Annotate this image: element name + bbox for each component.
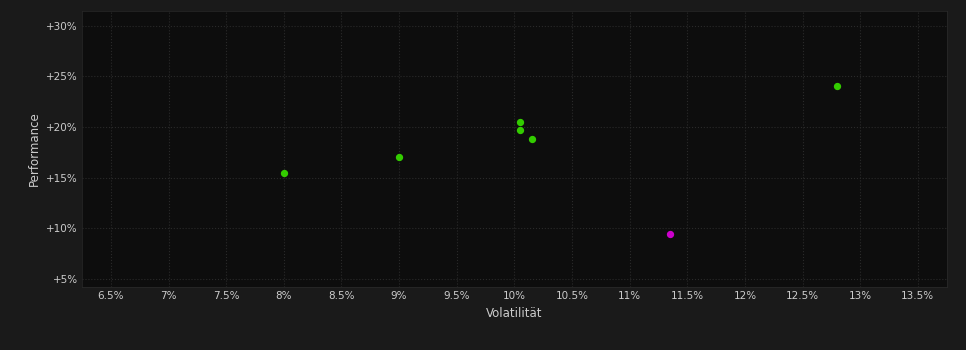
X-axis label: Volatilität: Volatilität: [486, 307, 543, 320]
Point: [391, 155, 407, 160]
Point: [512, 119, 527, 125]
Point: [830, 84, 845, 89]
Point: [276, 170, 292, 175]
Point: [512, 127, 527, 133]
Point: [663, 232, 678, 237]
Y-axis label: Performance: Performance: [28, 111, 41, 186]
Point: [524, 136, 539, 142]
